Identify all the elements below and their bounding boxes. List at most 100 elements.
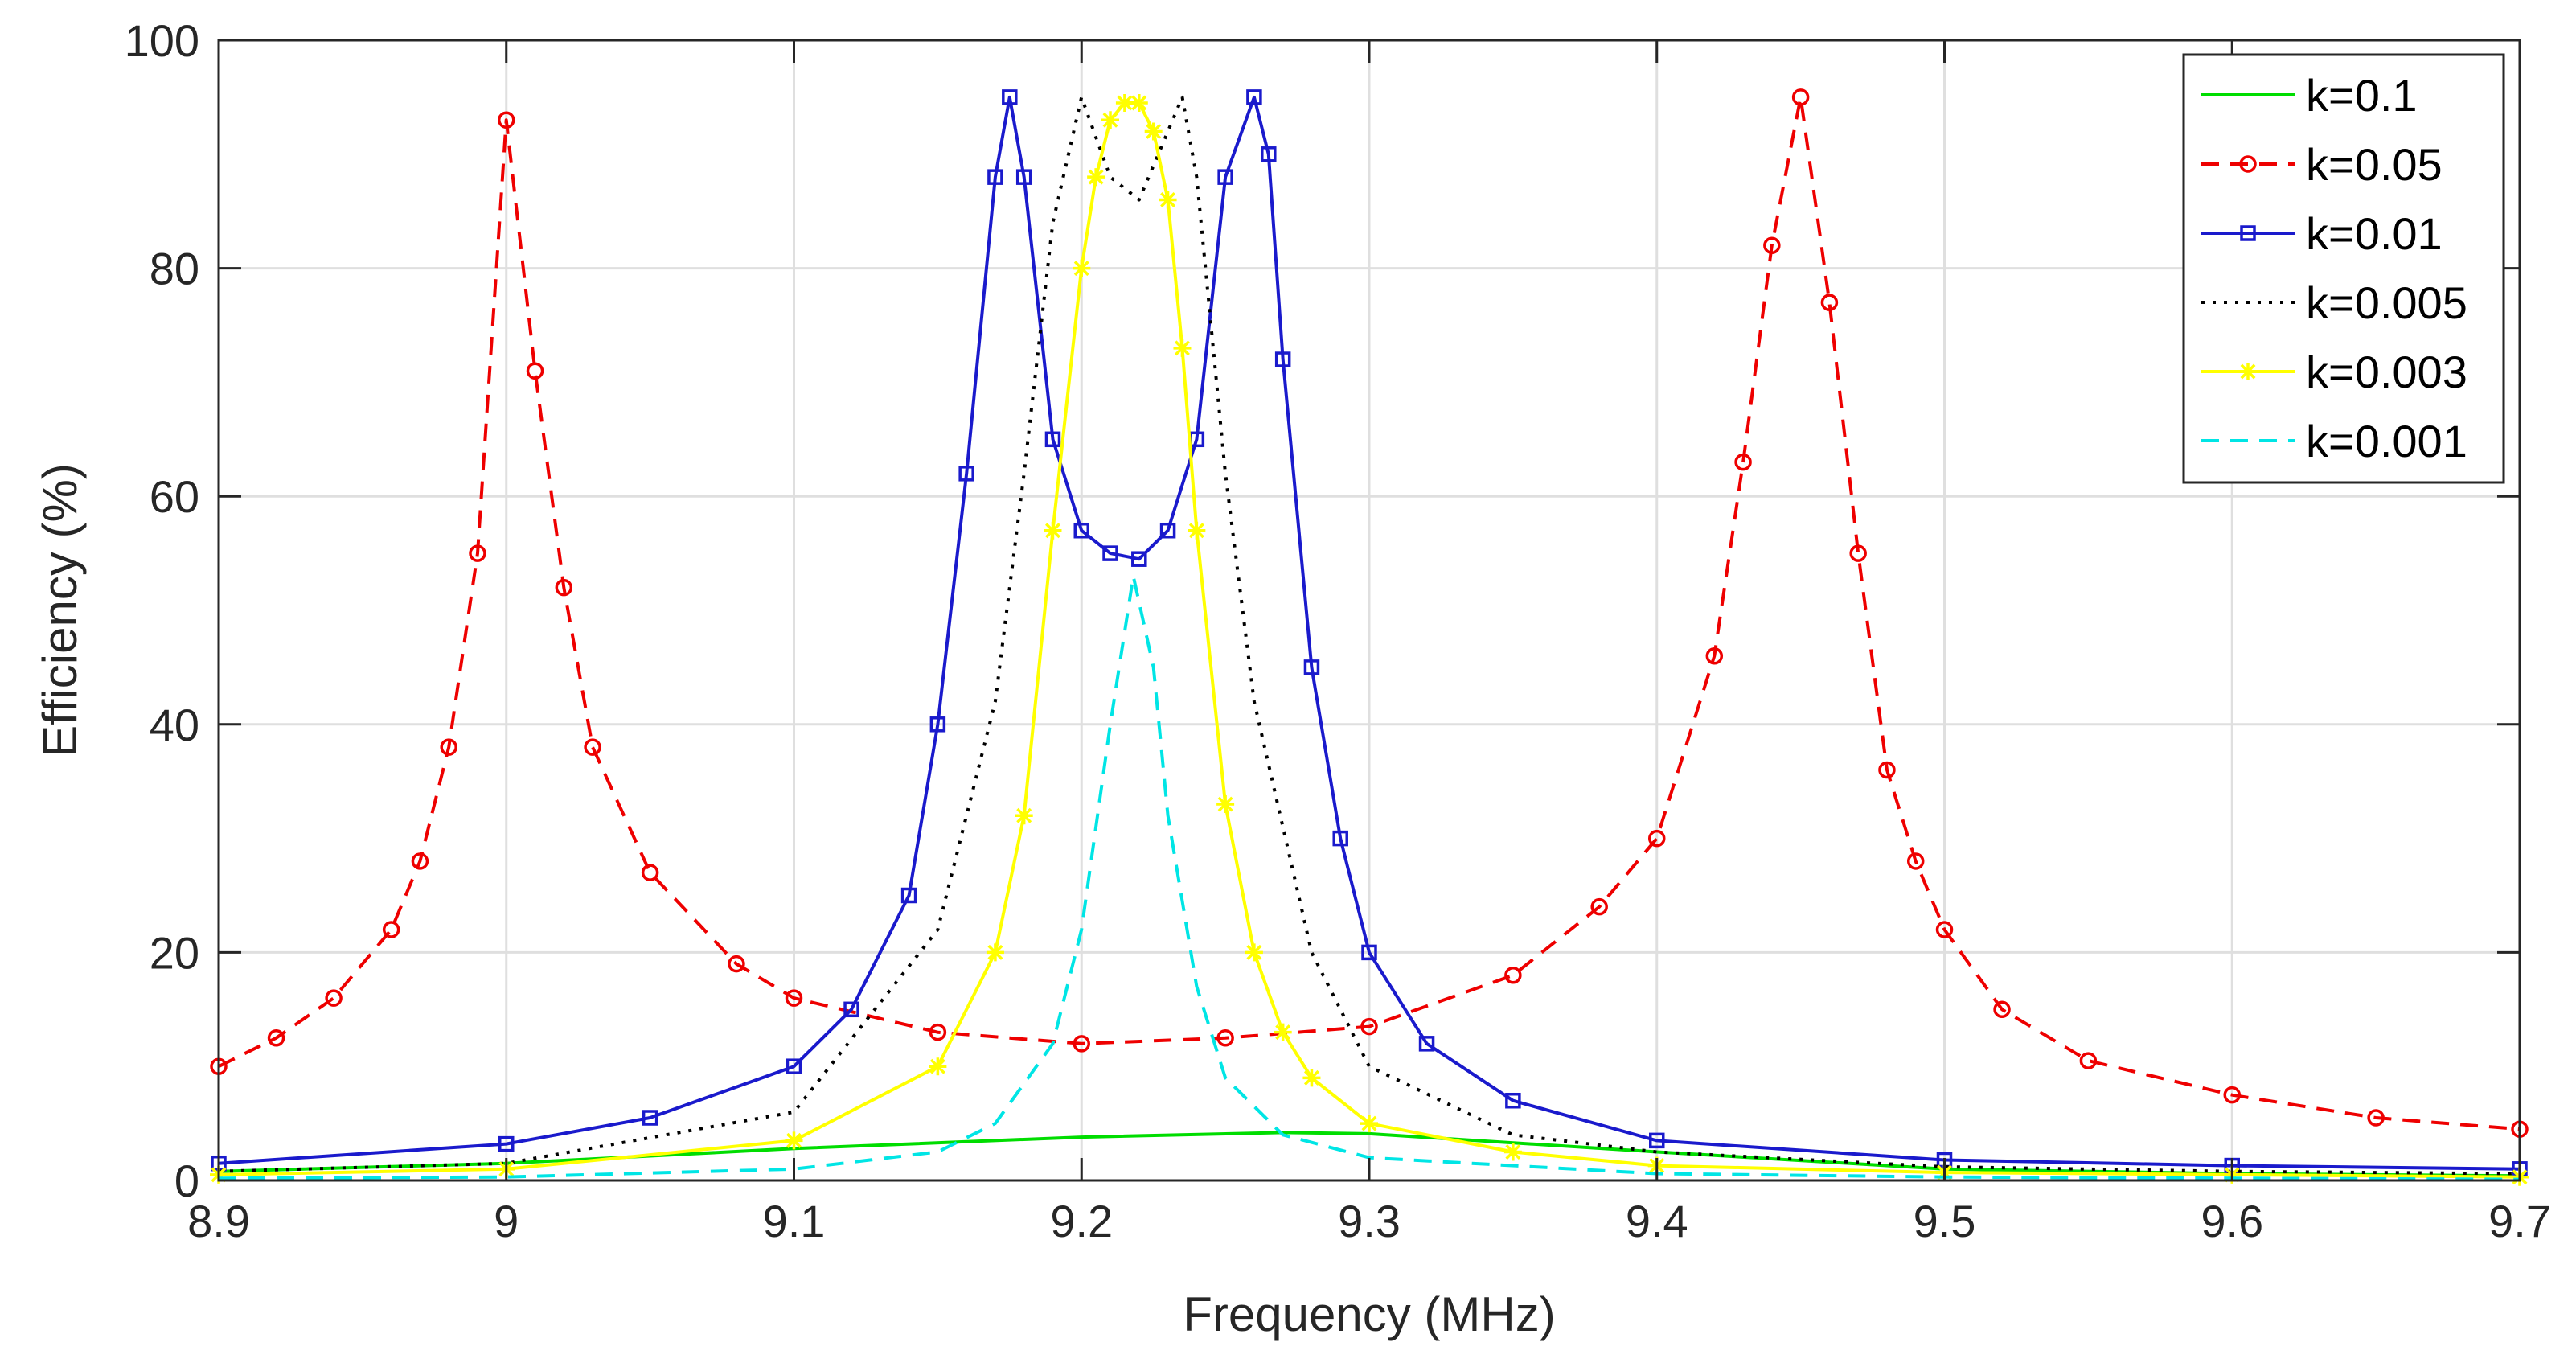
series-k-005-point xyxy=(1360,1017,1378,1036)
series-k-005-point xyxy=(1849,544,1867,562)
series-k-005-point xyxy=(1791,88,1810,106)
series-k-001-point xyxy=(786,1058,802,1074)
series-k-001 xyxy=(211,89,2528,1177)
series-k-001-point xyxy=(1073,522,1089,539)
series-k-0003-point xyxy=(1503,1143,1522,1161)
y-tick-label: 80 xyxy=(150,244,199,294)
series-k-005-point xyxy=(1705,647,1724,665)
series-k-005-point xyxy=(498,111,515,129)
series-k-005-point xyxy=(1763,236,1781,254)
series-k-0003-point xyxy=(1101,111,1120,129)
x-tick-label: 9.4 xyxy=(1626,1196,1688,1246)
legend-label: k=0.003 xyxy=(2306,347,2467,397)
series-k-001-point xyxy=(1332,830,1348,847)
legend-label: k=0.005 xyxy=(2306,277,2467,328)
legend-label: k=0.01 xyxy=(2306,208,2443,259)
series-k-001-point xyxy=(958,466,974,482)
series-k-005-point xyxy=(1734,453,1752,471)
series-k-001-point xyxy=(987,169,1003,185)
x-tick-label: 8.9 xyxy=(187,1196,250,1246)
series-k-001-point xyxy=(1131,551,1147,567)
series-k-005-line xyxy=(218,95,2521,1131)
y-tick-label: 0 xyxy=(174,1156,199,1206)
series-k-005-point xyxy=(1073,1035,1090,1053)
series-k-0003-point xyxy=(986,943,1004,962)
series-k-001-point xyxy=(900,887,917,904)
series-k-001-point xyxy=(1246,89,1262,105)
series-k-001-point xyxy=(1217,169,1233,185)
series-k-001-point xyxy=(1274,351,1291,367)
legend-box xyxy=(2182,53,2505,484)
x-tick-label: 9.5 xyxy=(1914,1196,1976,1246)
series-k-001-point xyxy=(1649,1132,1665,1149)
series-k-005-point xyxy=(1906,852,1925,870)
y-tick-label: 40 xyxy=(150,700,199,750)
series-k-001-point xyxy=(1261,146,1277,162)
y-tick-label: 100 xyxy=(125,15,199,66)
series-k-005-point xyxy=(325,989,343,1007)
x-tick-label: 9.2 xyxy=(1050,1196,1113,1246)
series-k-001-point xyxy=(1044,431,1061,448)
series-k-005-point xyxy=(555,578,573,597)
series-k-001-point xyxy=(1102,545,1118,561)
legend-marker xyxy=(2239,155,2257,173)
series-k-0003-point xyxy=(1216,795,1235,814)
series-k-005-point xyxy=(1935,921,1954,938)
series-k-005-point xyxy=(1648,829,1666,848)
legend-label: k=0.1 xyxy=(2306,70,2418,121)
y-tick-label: 20 xyxy=(150,927,199,978)
series-k-001-point xyxy=(1015,169,1032,185)
x-tick-label: 9.7 xyxy=(2488,1196,2551,1246)
series-k-0003-point xyxy=(1302,1069,1321,1087)
series-k-001-point xyxy=(642,1110,658,1126)
series-k-005-point xyxy=(929,1023,947,1041)
series-k-0003-point xyxy=(1115,93,1134,112)
series-k-0003-point xyxy=(1245,943,1263,962)
legend-label: k=0.05 xyxy=(2306,139,2443,190)
series-k-001-point xyxy=(1159,522,1176,539)
legend-label: k=0.001 xyxy=(2306,416,2467,466)
series-k-0003-point xyxy=(1173,339,1192,357)
series-k-0003-point xyxy=(1087,168,1105,187)
series-k-001-point xyxy=(1418,1036,1435,1052)
series-k-0003-point xyxy=(1044,521,1062,540)
x-tick-label: 9.3 xyxy=(1338,1196,1401,1246)
series-k-005-point xyxy=(1216,1029,1234,1047)
series-k-005 xyxy=(210,88,2529,1138)
x-tick-label: 9 xyxy=(494,1196,519,1246)
series-k-005-point xyxy=(641,864,659,881)
series-k-005-point xyxy=(440,738,457,756)
legend-marker xyxy=(2239,363,2257,380)
series-k-0003-point xyxy=(785,1131,803,1150)
series-k-005-point xyxy=(1504,967,1522,984)
series-k-001-point xyxy=(1002,89,1018,105)
series-k-005-point xyxy=(584,738,601,756)
series-k-0003-point xyxy=(1130,93,1148,112)
series-k-0003-point xyxy=(1073,259,1091,277)
series-k-005-point xyxy=(382,921,400,938)
legend-marker xyxy=(2240,225,2256,241)
series-k-005-point xyxy=(1878,761,1896,779)
series-k-005-point xyxy=(728,955,745,973)
series-k-0003-point xyxy=(1159,191,1177,209)
x-tick-label: 9.6 xyxy=(2201,1196,2263,1246)
series-k-005-point xyxy=(1590,897,1608,916)
series-k-005-point xyxy=(2367,1109,2385,1127)
series-k-0003-point xyxy=(1188,521,1206,540)
series-k-0003-point xyxy=(929,1057,947,1076)
x-tick-label: 9.1 xyxy=(763,1196,826,1246)
x-axis-label: Frequency (MHz) xyxy=(1183,1287,1555,1341)
series-k-0003-point xyxy=(1360,1115,1378,1133)
series-k-0003-line xyxy=(218,101,2521,1179)
series-k-001-point xyxy=(1361,944,1377,961)
series-k-005-point xyxy=(2223,1086,2241,1104)
y-tick-label: 60 xyxy=(150,471,199,522)
series-k-005-point xyxy=(785,989,803,1007)
series-k-001-point xyxy=(929,716,946,733)
series-k-005-point xyxy=(1993,1000,2011,1019)
axis-ticks: 8.9 9 9.1 9.2 9.3 9.4 9.5 9.6 9.7 0 20 40 60 80 100 xyxy=(125,15,2551,1246)
series-k-005-point xyxy=(2079,1052,2098,1069)
series-k-001-point xyxy=(843,1001,859,1018)
series-layer xyxy=(210,88,2529,1186)
